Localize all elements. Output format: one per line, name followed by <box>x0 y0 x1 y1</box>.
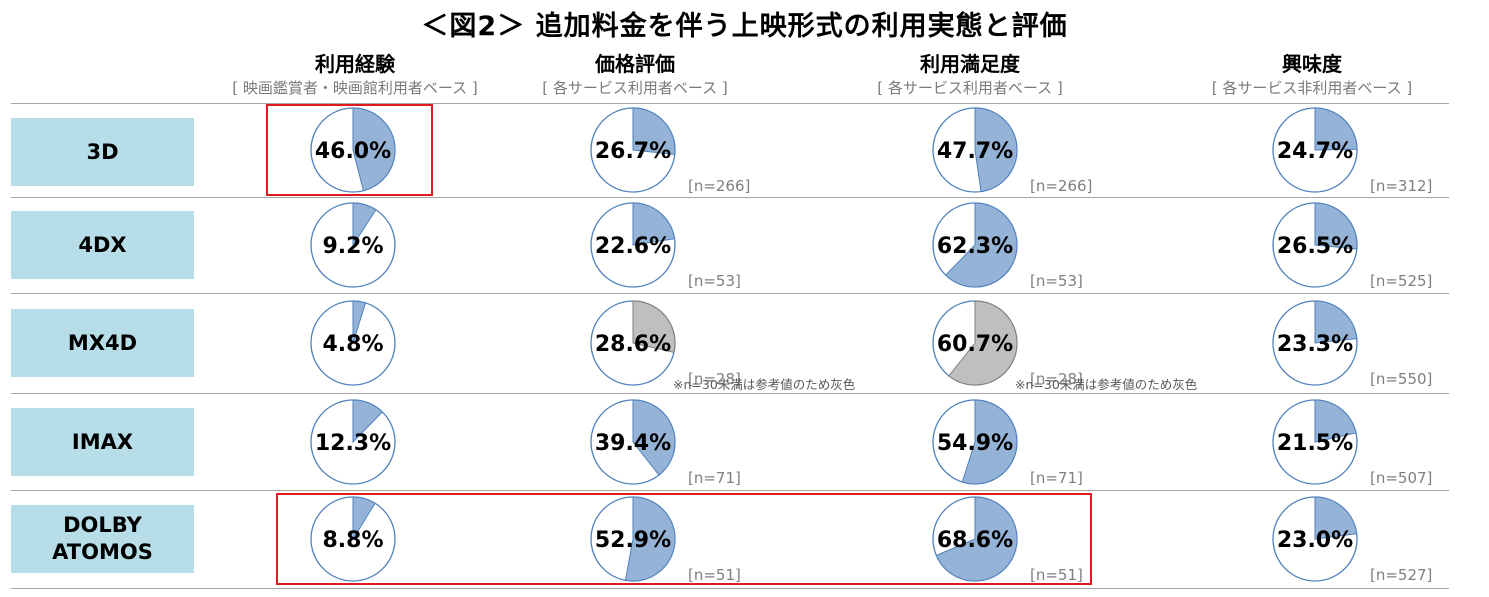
pie-value-label-4dx-satisfaction: 62.3% <box>937 234 1013 259</box>
sample-size-label-imax-interest: [n=507] <box>1370 469 1432 487</box>
row-label-dolby-atmos: DOLBY ATOMOS <box>11 505 194 573</box>
chart-title: ＜図2＞ 追加料金を伴う上映形式の利用実態と評価 <box>421 11 1068 42</box>
pie-slice-dolby-atmos-price <box>624 496 676 582</box>
pie-value-label-dolby-atmos-usage: 8.8% <box>322 528 383 553</box>
column-base: [ 各サービス非利用者ベース ] <box>1211 79 1413 97</box>
sample-size-label-dolby-atmos-price: [n=51] <box>688 566 741 584</box>
pie-slice-mx4d-usage <box>352 300 367 344</box>
row-divider <box>11 103 1449 104</box>
sample-size-label-mx4d-satisfaction: [n=28] <box>1030 370 1083 388</box>
pie-value-label-4dx-interest: 26.5% <box>1277 234 1353 259</box>
column-base: [ 映画鑑賞者・映画館利用者ベース ] <box>232 79 478 97</box>
row-divider <box>11 197 1449 198</box>
pie-slice-imax-price <box>632 399 676 476</box>
pie-slice-3d-usage <box>352 107 396 192</box>
sample-size-label-dolby-atmos-satisfaction: [n=51] <box>1030 566 1083 584</box>
pie-value-label-imax-usage: 12.3% <box>315 431 391 456</box>
pie-value-label-dolby-atmos-interest: 23.0% <box>1277 528 1353 553</box>
pie-slice-imax-usage <box>352 399 384 444</box>
pie-slice-3d-price <box>632 107 676 156</box>
pie-slice-4dx-satisfaction <box>944 202 1018 288</box>
row-label-imax: IMAX <box>11 408 194 476</box>
sample-size-label-mx4d-price: [n=28] <box>688 370 741 388</box>
row-divider <box>11 393 1449 394</box>
row-divider <box>11 490 1449 491</box>
pie-value-label-dolby-atmos-price: 52.9% <box>595 528 671 553</box>
pie-slice-mx4d-satisfaction <box>948 300 1018 386</box>
pie-value-label-imax-price: 39.4% <box>595 431 671 456</box>
column-name: 興味度 <box>1282 52 1342 76</box>
pie-slice-dolby-atmos-usage <box>352 496 376 541</box>
pie-slice-mx4d-price <box>632 300 676 354</box>
column-header-satisfaction: 利用満足度 [ 各サービス利用者ベース ] <box>805 52 1135 98</box>
column-name: 価格評価 <box>595 52 675 76</box>
pie-value-label-4dx-price: 22.6% <box>595 234 671 259</box>
pie-slice-4dx-interest <box>1314 202 1358 250</box>
sample-size-label-dolby-atmos-interest: [n=527] <box>1370 566 1432 584</box>
sample-size-label-mx4d-interest: [n=550] <box>1370 370 1432 388</box>
sample-size-label-imax-price: [n=71] <box>688 469 741 487</box>
pie-slice-3d-interest <box>1314 107 1358 151</box>
pie-slice-imax-interest <box>1314 399 1357 443</box>
column-base: [ 各サービス利用者ベース ] <box>542 79 728 97</box>
sample-size-label-4dx-interest: [n=525] <box>1370 272 1432 290</box>
pie-value-label-imax-satisfaction: 54.9% <box>937 431 1013 456</box>
row-label-mx4d: MX4D <box>11 309 194 377</box>
pie-value-label-mx4d-price: 28.6% <box>595 332 671 357</box>
sample-size-label-3d-price: [n=266] <box>688 177 750 195</box>
column-name: 利用経験 <box>315 52 395 76</box>
row-label-4dx: 4DX <box>11 211 194 279</box>
pie-slice-3d-satisfaction <box>974 107 1018 193</box>
sample-size-label-4dx-price: [n=53] <box>688 272 741 290</box>
pie-value-label-mx4d-interest: 23.3% <box>1277 332 1353 357</box>
pie-value-label-3d-price: 26.7% <box>595 139 671 164</box>
sample-size-label-3d-satisfaction: [n=266] <box>1030 177 1092 195</box>
pie-value-label-imax-interest: 21.5% <box>1277 431 1353 456</box>
pie-value-label-mx4d-satisfaction: 60.7% <box>937 332 1013 357</box>
highlight-box-3d-usage <box>266 104 433 196</box>
pie-value-label-4dx-usage: 9.2% <box>322 234 383 259</box>
row-divider <box>11 293 1449 294</box>
column-header-interest: 興味度 [ 各サービス非利用者ベース ] <box>1147 52 1477 98</box>
row-divider <box>11 588 1449 589</box>
sample-size-label-4dx-satisfaction: [n=53] <box>1030 272 1083 290</box>
pie-value-label-3d-satisfaction: 47.7% <box>937 139 1013 164</box>
highlight-box-dolby-atmos <box>276 493 1092 585</box>
pie-value-label-dolby-atmos-satisfaction: 68.6% <box>937 528 1013 553</box>
column-header-usage: 利用経験 [ 映画鑑賞者・映画館利用者ベース ] <box>190 52 520 98</box>
column-header-price: 価格評価 [ 各サービス利用者ベース ] <box>470 52 800 98</box>
sample-size-label-imax-satisfaction: [n=71] <box>1030 469 1083 487</box>
pie-value-label-mx4d-usage: 4.8% <box>322 332 383 357</box>
column-base: [ 各サービス利用者ベース ] <box>877 79 1063 97</box>
sample-size-label-3d-interest: [n=312] <box>1370 177 1432 195</box>
pie-slice-imax-satisfaction <box>961 399 1018 485</box>
pie-slice-dolby-atmos-satisfaction <box>935 496 1018 582</box>
row-label-3d: 3D <box>11 118 194 186</box>
pie-slice-mx4d-interest <box>1314 300 1358 344</box>
pie-slice-dolby-atmos-interest <box>1314 496 1358 540</box>
pie-slice-4dx-price <box>632 202 676 246</box>
reference-note-mx4d-satisfaction: ※n=30未満は参考値のため灰色 <box>1015 377 1198 392</box>
reference-note-mx4d-price: ※n=30未満は参考値のため灰色 <box>673 377 856 392</box>
column-name: 利用満足度 <box>920 52 1020 76</box>
pie-slice-4dx-usage <box>352 202 377 247</box>
pie-value-label-3d-usage: 46.0% <box>315 139 391 164</box>
pie-value-label-3d-interest: 24.7% <box>1277 139 1353 164</box>
